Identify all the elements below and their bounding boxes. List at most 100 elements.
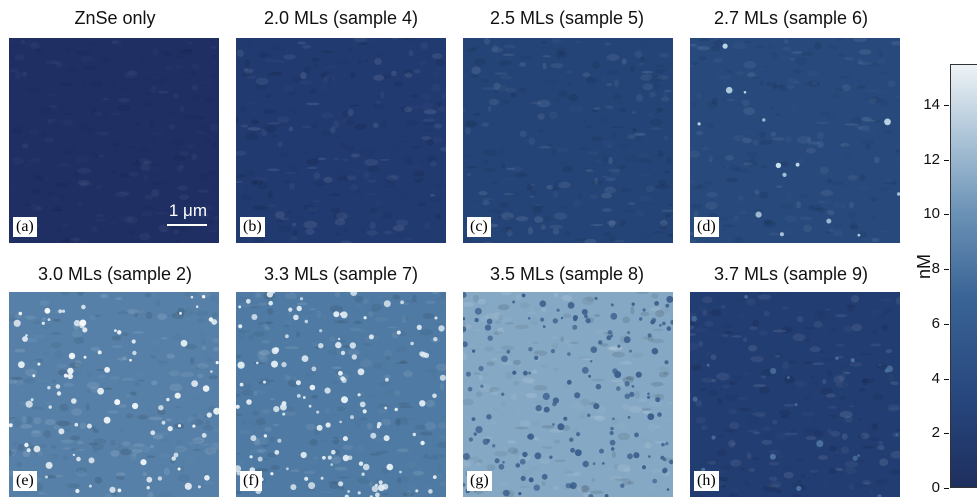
surface-dot: [633, 452, 639, 458]
surface-dot: [756, 212, 762, 218]
afm-image-e: [9, 292, 219, 497]
surface-dot: [428, 489, 433, 494]
surface-dot: [610, 427, 614, 431]
surface-dot: [319, 329, 322, 332]
surface-dot: [192, 425, 195, 428]
surface-dot: [384, 300, 391, 307]
surface-dot: [712, 436, 716, 440]
surface-dot: [410, 342, 414, 346]
surface-dot: [114, 329, 117, 332]
title-h: 3.7 MLs (sample 9): [676, 264, 906, 285]
panel-label-b: (b): [240, 217, 265, 237]
surface-dot: [796, 163, 800, 167]
surface-dot: [181, 340, 188, 347]
title-c: 2.5 MLs (sample 5): [452, 8, 682, 29]
surface-dot: [26, 401, 33, 408]
surface-dot: [358, 368, 365, 375]
surface-dot: [586, 318, 591, 323]
surface-dot: [339, 421, 342, 424]
surface-dot: [499, 464, 505, 470]
surface-dot: [250, 435, 256, 441]
surface-dot: [256, 362, 259, 365]
surface-dot: [528, 372, 531, 375]
afm-image-c: [463, 38, 673, 243]
surface-dot: [293, 315, 299, 321]
surface-dot: [358, 491, 361, 494]
surface-dot: [97, 388, 104, 395]
surface-dot: [492, 444, 495, 447]
surface-dot: [25, 334, 27, 336]
colorbar-tick-mark: [944, 105, 949, 106]
panel-g: (g): [463, 292, 673, 497]
surface-dot: [263, 381, 266, 384]
title-a: ZnSe only: [0, 8, 230, 29]
surface-dot: [288, 308, 292, 312]
surface-dot: [480, 385, 483, 388]
surface-dot: [58, 428, 64, 434]
panel-c: (c): [463, 38, 673, 243]
surface-dot: [202, 433, 207, 438]
surface-dot: [328, 456, 332, 460]
panel-label-f: (f): [240, 471, 262, 491]
surface-dot: [617, 345, 620, 348]
surface-dot: [178, 424, 181, 427]
surface-dot: [654, 301, 659, 306]
afm-image-f: [236, 292, 446, 497]
surface-dot: [506, 350, 510, 354]
surface-dot: [395, 408, 398, 411]
surface-dot: [552, 423, 555, 426]
surface-dot: [886, 366, 893, 373]
surface-dot: [168, 426, 173, 431]
surface-dot: [258, 457, 263, 462]
surface-dot: [27, 448, 31, 452]
surface-dot: [240, 383, 244, 387]
surface-dot: [310, 385, 316, 391]
surface-dot: [474, 318, 478, 322]
surface-dot: [795, 403, 798, 406]
surface-dot: [501, 356, 508, 363]
colorbar-tick-mark: [944, 269, 949, 270]
surface-dot: [191, 296, 194, 299]
surface-dot: [857, 454, 860, 457]
surface-dot: [787, 376, 790, 379]
surface-dot: [312, 367, 317, 372]
panel-h: (h): [690, 292, 900, 497]
surface-dot: [587, 414, 590, 417]
title-d: 2.7 MLs (sample 6): [676, 8, 906, 29]
colorbar-tick-mark: [944, 433, 949, 434]
surface-dot: [296, 380, 301, 385]
scale-bar-label: 1 μm: [169, 201, 207, 221]
surface-dot: [32, 374, 35, 377]
surface-dot: [567, 352, 571, 356]
surface-dot: [118, 489, 122, 493]
surface-dot: [523, 371, 528, 376]
surface-dot: [377, 425, 380, 428]
surface-dot: [516, 463, 521, 468]
surface-dot: [270, 472, 273, 475]
surface-dot: [611, 447, 615, 451]
surface-dot: [89, 457, 95, 463]
surface-dot: [343, 436, 348, 441]
panel-b: (b): [236, 38, 446, 243]
surface-dot: [463, 453, 470, 460]
surface-dot: [435, 317, 438, 320]
surface-dot: [483, 439, 489, 445]
surface-dot: [340, 313, 343, 316]
surface-dot: [590, 360, 593, 363]
colorbar-tick-mark: [944, 324, 949, 325]
surface-dot: [647, 396, 650, 399]
surface-dot: [104, 367, 110, 373]
surface-dot: [274, 450, 279, 455]
surface-dot: [191, 380, 198, 387]
surface-dot: [536, 405, 542, 411]
surface-dot: [67, 368, 73, 374]
surface-dot: [576, 432, 580, 436]
surface-dot: [475, 426, 482, 433]
surface-dot: [858, 234, 861, 237]
surface-dot: [665, 360, 669, 364]
surface-dot: [568, 302, 575, 309]
surface-dot: [466, 372, 471, 377]
surface-dot: [370, 433, 376, 439]
panel-label-e: (e): [13, 471, 37, 491]
surface-dot: [662, 469, 667, 474]
